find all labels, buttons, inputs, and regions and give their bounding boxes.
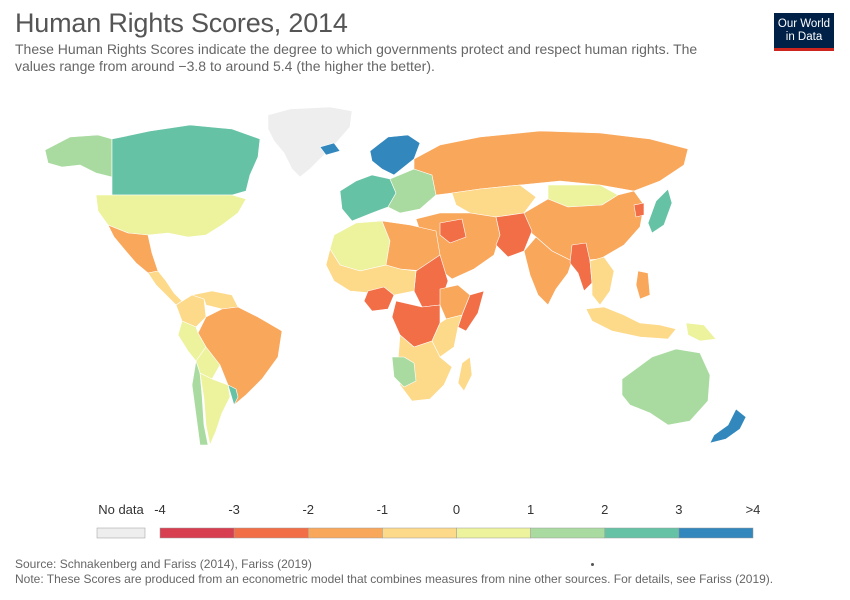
region-myanmar[interactable] xyxy=(569,242,593,292)
legend-tick-label: 1 xyxy=(527,502,534,517)
chart-subtitle: These Human Rights Scores indicate the d… xyxy=(15,41,698,74)
logo-line-1: Our World xyxy=(777,18,831,30)
region-sahel[interactable] xyxy=(325,248,417,296)
legend-bin-swatch xyxy=(530,527,605,539)
logo-line-2: in Data xyxy=(785,31,823,43)
color-legend: No data -4 -3 -2 -1 0 1 2 3 >4 xyxy=(96,502,761,539)
legend-bin-swatch xyxy=(382,527,457,539)
region-iceland[interactable] xyxy=(319,142,341,156)
legend-no-data-swatch xyxy=(96,527,146,539)
legend-bin-swatch xyxy=(678,527,754,539)
region-afghanistan-pakistan[interactable] xyxy=(495,212,533,258)
region-japan[interactable] xyxy=(647,188,673,234)
region-nigeria[interactable] xyxy=(363,286,395,312)
region-indonesia[interactable] xyxy=(585,306,677,340)
region-madagascar[interactable] xyxy=(457,356,473,392)
region-western-europe[interactable] xyxy=(339,174,397,222)
methodology-note: Note: These Scores are produced from an … xyxy=(15,572,774,586)
region-chile[interactable] xyxy=(191,360,209,445)
legend-bin-swatch xyxy=(456,527,531,539)
region-southeast-asia[interactable] xyxy=(589,256,615,306)
owid-logo[interactable]: Our World in Data xyxy=(774,13,834,51)
region-namibia-botswana[interactable] xyxy=(391,356,417,388)
region-australia[interactable] xyxy=(621,348,711,426)
region-philippines[interactable] xyxy=(635,270,651,300)
region-scandinavia[interactable] xyxy=(369,134,421,176)
world-map[interactable] xyxy=(0,95,850,445)
chart-title: Human Rights Scores, 2014 xyxy=(15,8,348,38)
region-greenland[interactable] xyxy=(267,106,353,178)
region-eastern-europe[interactable] xyxy=(387,168,437,214)
legend-tick-label: >4 xyxy=(746,502,761,517)
legend-tick-label: -4 xyxy=(154,502,166,517)
legend-no-data-label: No data xyxy=(98,502,144,517)
legend-tick-label: 0 xyxy=(453,502,460,517)
legend-tick-label: -3 xyxy=(228,502,240,517)
legend-bin-swatch xyxy=(159,527,235,539)
region-central-america[interactable] xyxy=(147,270,183,306)
region-north-korea[interactable] xyxy=(633,202,645,218)
legend-bin-swatch xyxy=(604,527,680,539)
legend-tick-label: -1 xyxy=(377,502,389,517)
stray-dot xyxy=(591,563,594,566)
region-iraq-syria[interactable] xyxy=(439,218,467,244)
legend-bin-swatch xyxy=(308,527,383,539)
source-note: Source: Schnakenberg and Fariss (2014), … xyxy=(15,557,312,571)
legend-tick-label: 3 xyxy=(675,502,682,517)
region-india[interactable] xyxy=(523,236,573,306)
region-new-zealand[interactable] xyxy=(709,408,747,444)
region-uruguay[interactable] xyxy=(227,384,239,406)
legend-tick-label: 2 xyxy=(601,502,608,517)
region-papua-new-guinea[interactable] xyxy=(685,322,717,342)
region-canada[interactable] xyxy=(111,124,261,196)
region-argentina[interactable] xyxy=(199,372,231,445)
legend-bin-swatch xyxy=(233,527,309,539)
region-alaska[interactable] xyxy=(44,134,113,178)
legend-tick-label: -2 xyxy=(302,502,314,517)
